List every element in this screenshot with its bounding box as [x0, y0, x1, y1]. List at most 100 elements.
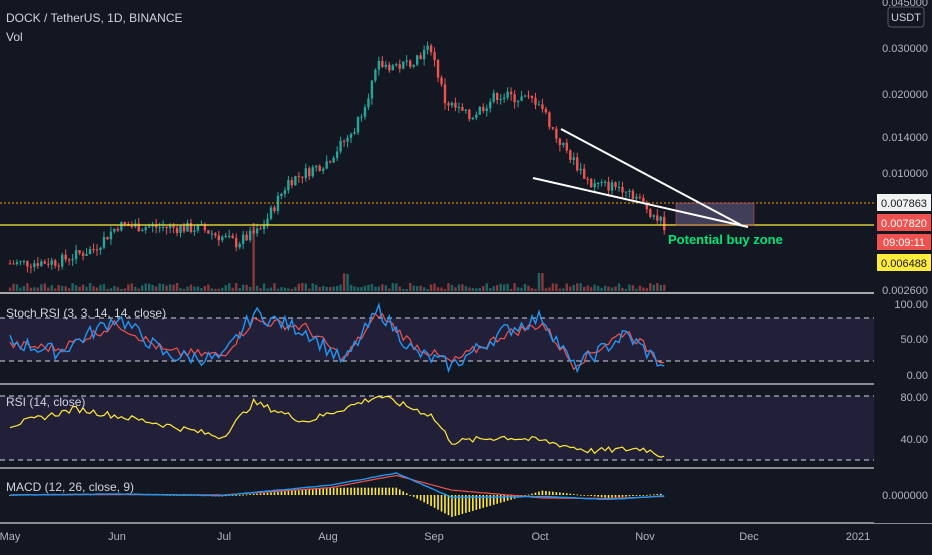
volume-bar — [308, 288, 311, 291]
candle-body — [290, 180, 294, 186]
candle-body — [210, 233, 214, 235]
candle-body — [638, 196, 642, 198]
price-pane[interactable] — [0, 0, 874, 292]
volume-bar — [513, 283, 516, 291]
volume-bar — [527, 285, 530, 291]
volume-bar — [339, 284, 342, 291]
candle-body — [301, 176, 304, 178]
volume-bar — [541, 273, 544, 291]
volume-bar — [537, 273, 541, 291]
candle-body — [228, 235, 231, 237]
candle-body — [534, 97, 537, 105]
macd-histogram-bar — [611, 495, 613, 498]
candle-body — [541, 104, 544, 110]
macd-histogram-bar — [472, 495, 474, 511]
volume-bar — [415, 286, 419, 291]
volume-bar — [290, 288, 294, 291]
candle-body — [419, 55, 422, 60]
macd-histogram-bar — [632, 495, 634, 497]
candle-body — [555, 128, 558, 139]
volume-bar — [29, 287, 33, 291]
macd-histogram-bar — [291, 490, 293, 495]
candle-body — [196, 224, 200, 231]
candle-body — [642, 197, 645, 203]
candle-body — [443, 84, 447, 104]
candle-body — [109, 231, 113, 240]
wedge-upper-trendline[interactable] — [560, 128, 742, 226]
candle-body — [422, 49, 426, 60]
candle-body — [61, 254, 64, 267]
candle-body — [40, 261, 43, 267]
candle-body — [148, 226, 151, 228]
volume-bar — [40, 284, 43, 291]
candle-body — [113, 228, 116, 232]
macd-histogram — [9, 487, 662, 517]
volume-bar — [614, 286, 617, 291]
volume-bar — [548, 287, 551, 291]
volume-bar — [54, 288, 57, 291]
candle-body — [562, 142, 565, 146]
volume-bar — [276, 288, 280, 291]
volume-bar — [530, 288, 534, 291]
macd-histogram-bar — [273, 492, 276, 495]
volume-bar — [419, 285, 422, 291]
macd-histogram-bar — [534, 492, 537, 495]
volume-bar — [172, 284, 175, 291]
volume-bar — [287, 288, 290, 291]
volume-bar — [318, 287, 321, 291]
time-tick-label: Jul — [217, 531, 231, 543]
volume-bar — [638, 285, 642, 291]
last-price-tag-label: 0.007820 — [881, 218, 927, 230]
volume-bar — [241, 284, 245, 291]
macd-histogram-bar — [336, 487, 338, 495]
candle-body — [454, 102, 457, 108]
volume-bar — [71, 283, 74, 291]
currency-badge[interactable] — [887, 6, 925, 28]
wedge-lower-trendline[interactable] — [532, 177, 749, 228]
volume-bar — [22, 286, 26, 291]
volume-bar — [405, 288, 408, 291]
volume-bar — [610, 287, 614, 291]
buy-zone-box[interactable] — [675, 202, 755, 226]
candle-body — [144, 227, 147, 231]
volume-bar — [649, 283, 652, 291]
last-price-tag — [877, 214, 931, 231]
macd-histogram-bar — [559, 492, 561, 495]
macd-label: MACD (12, 26, close, 9) — [6, 480, 134, 494]
volume-bar — [433, 283, 436, 291]
candle-body — [600, 181, 603, 183]
volume-bar — [443, 288, 447, 291]
volume-bar — [342, 273, 346, 291]
macd-histogram-bar — [653, 494, 655, 496]
volume-bar — [363, 285, 367, 291]
candle-body — [617, 186, 621, 188]
time-axis[interactable] — [0, 524, 932, 550]
volume-bar — [200, 288, 203, 291]
volume-bar — [436, 287, 440, 291]
macd-histogram-bar — [259, 493, 262, 495]
candle-body — [318, 165, 321, 171]
candle-body — [464, 109, 468, 111]
volume-bar — [15, 284, 19, 291]
volume-bar — [374, 286, 377, 291]
volume-bar — [196, 286, 200, 291]
candle-body — [95, 249, 99, 251]
macd-histogram-bar — [659, 493, 662, 495]
volume-bar — [259, 288, 262, 291]
volume-bar — [482, 285, 485, 291]
volume-bar — [141, 285, 144, 291]
candle-body — [57, 265, 60, 267]
candle-body — [429, 45, 433, 53]
volume-bar — [193, 286, 196, 291]
volume-bar — [315, 284, 318, 291]
macd-histogram-bar — [583, 495, 585, 496]
volume-bar — [468, 287, 471, 291]
macd-histogram-bar — [458, 495, 460, 515]
macd-histogram-bar — [430, 495, 432, 506]
macd-histogram-bar — [256, 493, 258, 495]
candle-body — [168, 225, 172, 229]
candle-body — [64, 254, 67, 260]
candle-body — [610, 182, 614, 191]
candle-body — [624, 191, 628, 193]
